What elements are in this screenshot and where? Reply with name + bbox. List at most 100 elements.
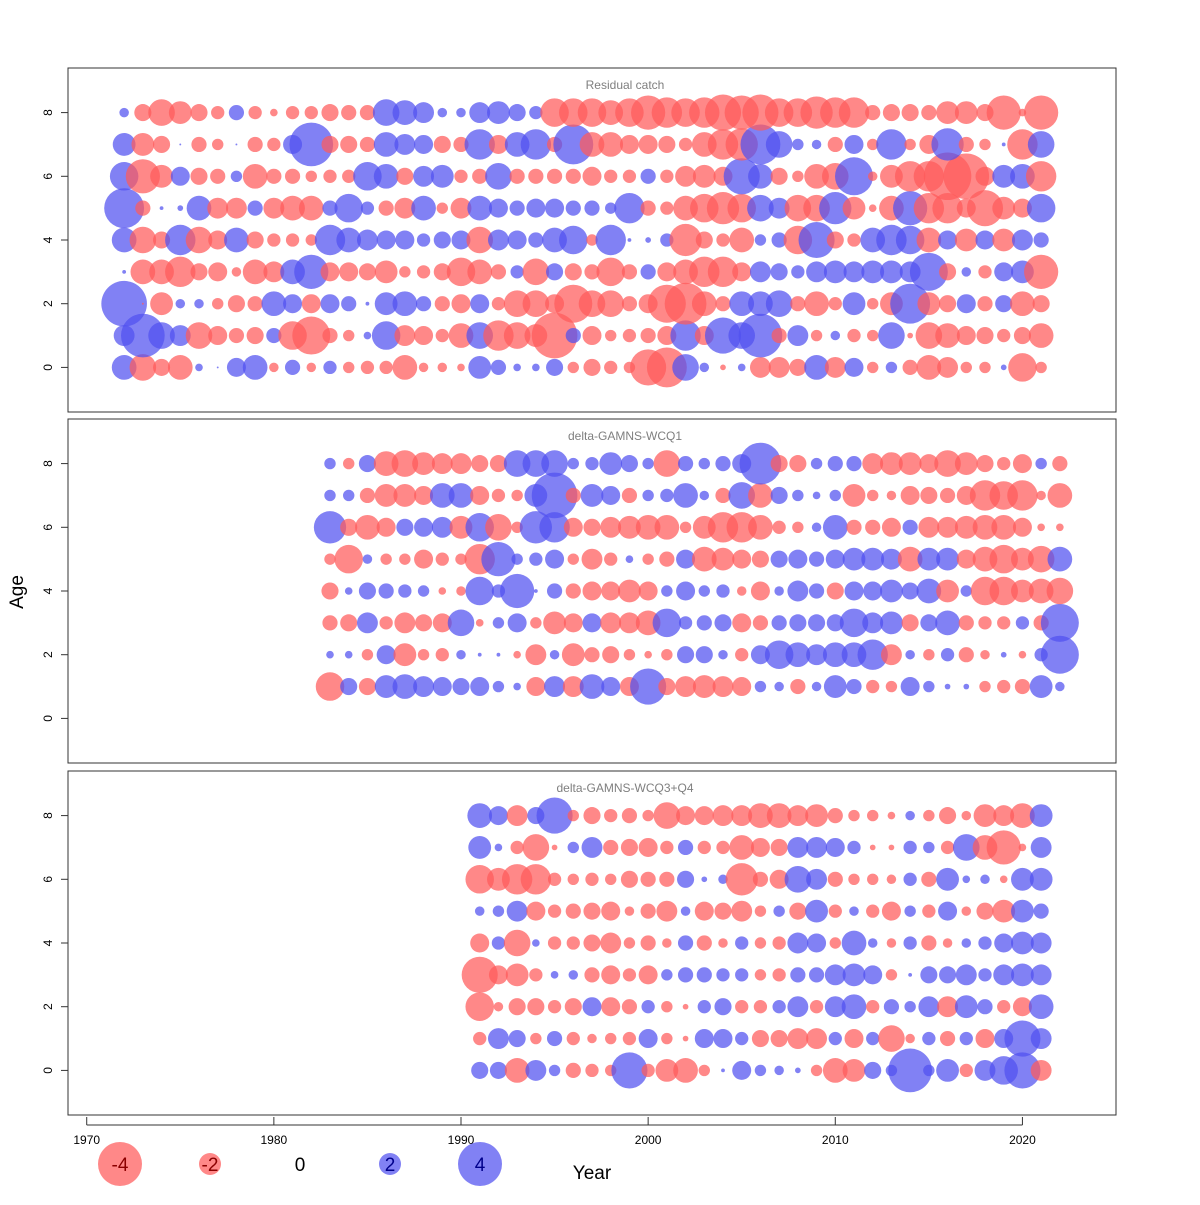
bubble [653, 802, 681, 829]
bubble [620, 838, 638, 856]
bubble [660, 840, 674, 855]
bubble [247, 200, 263, 216]
bubble [437, 107, 448, 118]
bubble [601, 997, 621, 1017]
bubble [697, 1000, 711, 1014]
bubble [225, 197, 247, 219]
bubble [247, 296, 263, 312]
bubble [807, 933, 827, 953]
y-tick-label: 6 [41, 524, 55, 531]
bubble [358, 455, 376, 473]
bubble [792, 138, 804, 151]
bubble [111, 355, 137, 380]
bubble [739, 442, 782, 485]
bubble [827, 807, 843, 824]
bubble [374, 292, 398, 316]
bubble [638, 581, 658, 601]
bubble [314, 224, 346, 256]
bubble [320, 262, 340, 282]
bubble [546, 1030, 563, 1047]
bubble [623, 649, 636, 661]
bubble [790, 296, 806, 312]
bubble [995, 295, 1013, 313]
bubble [916, 227, 942, 253]
bubble [935, 610, 960, 636]
bubble [857, 639, 888, 670]
bubble [861, 260, 885, 284]
bubble [619, 134, 639, 154]
bubble [394, 197, 416, 219]
bubble [344, 650, 353, 659]
bubble [640, 327, 656, 344]
bubble [682, 1035, 689, 1042]
bubble [751, 1030, 769, 1048]
bubble [750, 581, 770, 601]
bubble [806, 836, 828, 858]
bubble [564, 263, 582, 281]
bubble [611, 1052, 648, 1089]
bubble [532, 363, 540, 372]
bubble [467, 803, 493, 828]
bubble [185, 322, 213, 349]
bubble [485, 513, 512, 541]
bubble [621, 807, 638, 824]
bubble [846, 455, 862, 472]
bubble [292, 316, 331, 355]
bubble [979, 361, 991, 374]
bubble [584, 967, 600, 983]
bubble [771, 232, 787, 248]
bubble [190, 167, 208, 185]
bubble [467, 259, 493, 285]
bubble [732, 613, 752, 633]
bubble [975, 166, 995, 186]
bubble [1030, 1059, 1052, 1081]
bubble [754, 234, 767, 246]
bubble [661, 649, 673, 661]
bubble [661, 1001, 673, 1013]
bubble [658, 678, 676, 696]
bubble [448, 323, 474, 348]
bubble [635, 514, 661, 540]
bubble [186, 195, 212, 221]
bubble [522, 258, 550, 286]
bubble [655, 1059, 679, 1082]
bubble [284, 168, 301, 184]
bubble [735, 1000, 749, 1014]
bubble [993, 805, 1015, 827]
bubble [340, 614, 358, 632]
bubble [694, 806, 714, 826]
bubble [975, 230, 995, 250]
bubble [446, 257, 476, 287]
bubble [789, 902, 807, 920]
bubble [1028, 323, 1054, 348]
bubble [492, 680, 505, 693]
bubble [359, 487, 376, 504]
bubble [823, 260, 847, 284]
y-tick-label: 4 [41, 236, 55, 243]
bubble [359, 136, 376, 153]
bubble [600, 932, 622, 954]
bubble [392, 355, 418, 380]
bubble [937, 516, 959, 538]
bubble [1030, 836, 1052, 858]
bubble [939, 807, 957, 825]
bubble [494, 843, 503, 852]
bubble [652, 608, 682, 638]
bubble [991, 514, 1017, 540]
bubble [601, 901, 621, 921]
bubble [695, 231, 713, 249]
bubble [731, 900, 753, 922]
bubble [322, 200, 338, 216]
y-tick-label: 4 [41, 939, 55, 946]
bubble [642, 489, 654, 502]
bubble [475, 619, 484, 627]
y-tick-label: 8 [41, 109, 55, 116]
bubble [399, 553, 411, 565]
bubble [298, 195, 324, 221]
bubble [727, 193, 756, 223]
bubble [956, 549, 976, 569]
bubble [881, 901, 901, 921]
bubble [529, 968, 543, 982]
bubble [658, 135, 676, 153]
